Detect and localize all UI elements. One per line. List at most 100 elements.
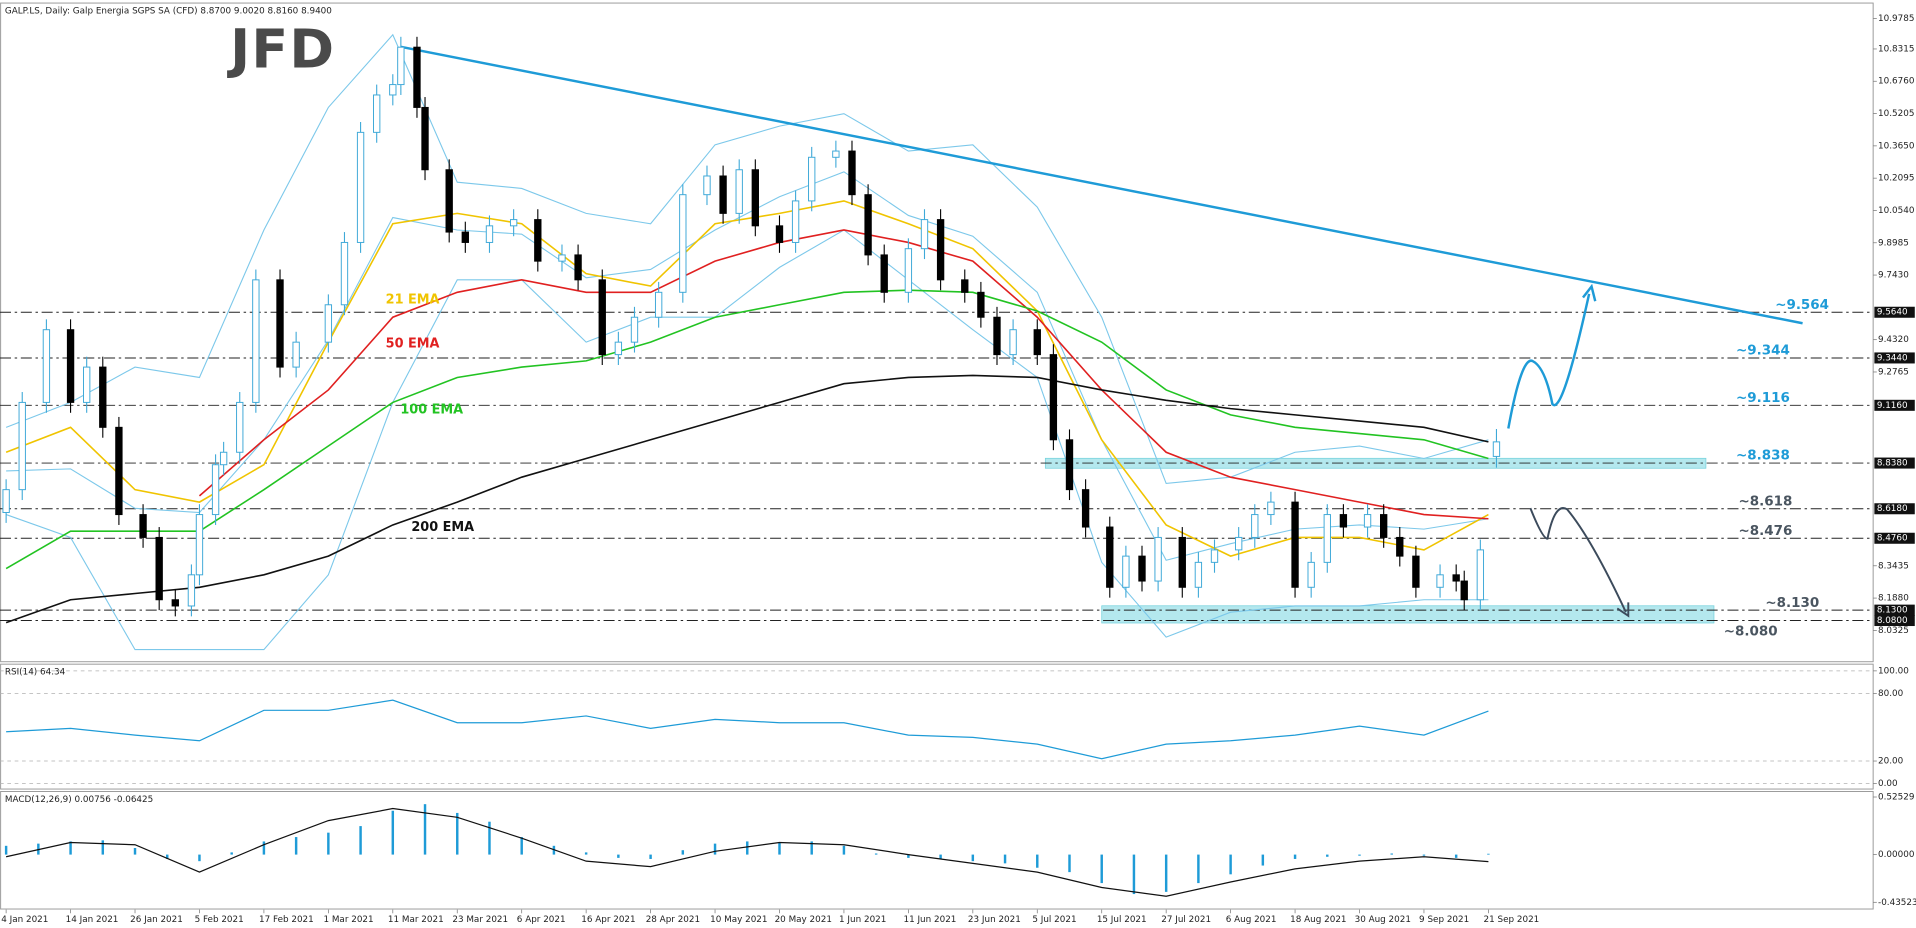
y-tick-label: 9.4320 xyxy=(1878,335,1909,345)
level-axis-label: 8.0800 xyxy=(1877,616,1908,626)
ema-line xyxy=(5,374,1489,624)
candle-body xyxy=(99,366,107,428)
level-label: ~8.130 xyxy=(1765,596,1819,611)
candle-body xyxy=(1138,555,1146,582)
x-tick-label: 21 Sep 2021 xyxy=(1484,915,1540,925)
level-label: ~9.564 xyxy=(1775,298,1829,313)
level-axis-label: 9.3440 xyxy=(1877,353,1908,363)
x-tick-label: 6 Aug 2021 xyxy=(1226,915,1277,925)
candle-body xyxy=(1452,574,1460,582)
candle-body xyxy=(1210,549,1219,563)
y-tick-label: 10.3650 xyxy=(1878,141,1915,151)
level-axis-box xyxy=(1874,604,1915,616)
level-axis-label: 8.1300 xyxy=(1877,606,1908,616)
candle-body xyxy=(1234,536,1243,551)
macd-bar xyxy=(1487,853,1490,855)
x-tick-label: 11 Jun 2021 xyxy=(903,915,956,925)
level-label: ~8.476 xyxy=(1738,524,1792,539)
macd-bar xyxy=(133,848,137,855)
macd-signal xyxy=(5,807,1489,897)
macd-bar xyxy=(874,853,878,855)
candle-body xyxy=(83,366,91,403)
candle-body xyxy=(1178,536,1186,588)
y-tick-label: 0.00000 xyxy=(1878,850,1915,860)
macd-bar xyxy=(842,845,846,855)
candle-body xyxy=(630,316,639,343)
macd-bar xyxy=(294,837,298,855)
candle-body xyxy=(735,169,743,214)
ema-line xyxy=(5,200,1489,557)
level-label: ~8.618 xyxy=(1738,494,1792,509)
level-label: ~8.838 xyxy=(1736,449,1790,464)
scenario-path xyxy=(1529,507,1627,613)
candle-body xyxy=(1291,501,1299,588)
candle-body xyxy=(18,401,26,491)
candle-body xyxy=(1436,574,1444,588)
y-tick-label: 8.3435 xyxy=(1878,561,1909,571)
candle-body xyxy=(115,426,123,516)
candle-body xyxy=(171,599,179,607)
candle-body xyxy=(485,225,494,243)
macd-bar xyxy=(262,841,266,855)
y-tick-label: 10.0540 xyxy=(1878,206,1915,216)
level-axis-box xyxy=(1874,532,1915,544)
header: GALP.LS, Daily: Galp Energia SGPS SA (CF… xyxy=(5,7,332,17)
y-tick-label: 10.9785 xyxy=(1878,14,1914,24)
y-tick-label: 8.0325 xyxy=(1878,626,1909,636)
candle-body xyxy=(751,169,759,227)
ema-line xyxy=(5,289,1489,570)
level-axis-label: 8.6180 xyxy=(1877,504,1908,514)
macd-bar xyxy=(649,854,652,859)
y-tick-label: 10.5205 xyxy=(1878,109,1914,119)
ema-label: 21 EMA xyxy=(386,292,440,307)
level-axis-box xyxy=(1874,399,1915,411)
level-axis-box xyxy=(1874,615,1915,627)
macd-bar xyxy=(713,843,717,855)
macd-bar xyxy=(423,804,427,855)
candle-body xyxy=(1267,501,1275,516)
macd-bar xyxy=(69,841,72,855)
macd-bar xyxy=(1293,854,1297,859)
candle-body xyxy=(1460,580,1468,601)
macd-bar xyxy=(456,812,459,855)
macd-bar xyxy=(101,840,105,855)
macd-bar xyxy=(681,850,685,855)
macd-bar xyxy=(1036,854,1039,868)
panel-frames xyxy=(0,2,1874,910)
macd-bar xyxy=(810,841,813,855)
candle-body xyxy=(509,219,518,227)
level-axis-label: 8.8380 xyxy=(1877,459,1908,469)
ema-label: 100 EMA xyxy=(400,403,463,418)
macd-bar xyxy=(488,821,491,855)
macd-bar xyxy=(1100,854,1103,884)
candle-body xyxy=(832,150,840,158)
candle-body xyxy=(1106,526,1114,588)
candle-body xyxy=(1492,441,1501,457)
candle-body xyxy=(292,341,300,368)
bollinger-band xyxy=(5,33,1489,485)
candle-body xyxy=(340,241,349,306)
candle-body xyxy=(1009,329,1017,356)
x-tick-label: 5 Feb 2021 xyxy=(195,915,244,925)
y-tick-label: 9.2765 xyxy=(1878,367,1909,377)
macd-bar xyxy=(1068,854,1071,873)
level-label: ~9.344 xyxy=(1736,344,1790,359)
candle-body xyxy=(848,150,856,196)
x-tick-label: 23 Mar 2021 xyxy=(452,915,508,925)
scenario-path xyxy=(1507,293,1591,429)
x-tick-label: 18 Aug 2021 xyxy=(1290,915,1346,925)
candle-body xyxy=(1380,514,1388,538)
logo: JFD xyxy=(226,17,335,80)
macd-bar xyxy=(1454,854,1458,858)
scenario-up xyxy=(1507,283,1597,429)
x-tick-label: 17 Feb 2021 xyxy=(259,915,314,925)
candle-body xyxy=(864,194,872,256)
macd-bar xyxy=(584,852,588,855)
candle-body xyxy=(1476,549,1485,601)
x-tick-label: 10 May 2021 xyxy=(710,915,767,925)
candle-body xyxy=(195,514,204,576)
macd-bar xyxy=(230,852,233,855)
y-tick-label: 0.00 xyxy=(1878,779,1898,789)
candle-body xyxy=(1396,536,1404,557)
rsi-frame xyxy=(0,663,1874,790)
